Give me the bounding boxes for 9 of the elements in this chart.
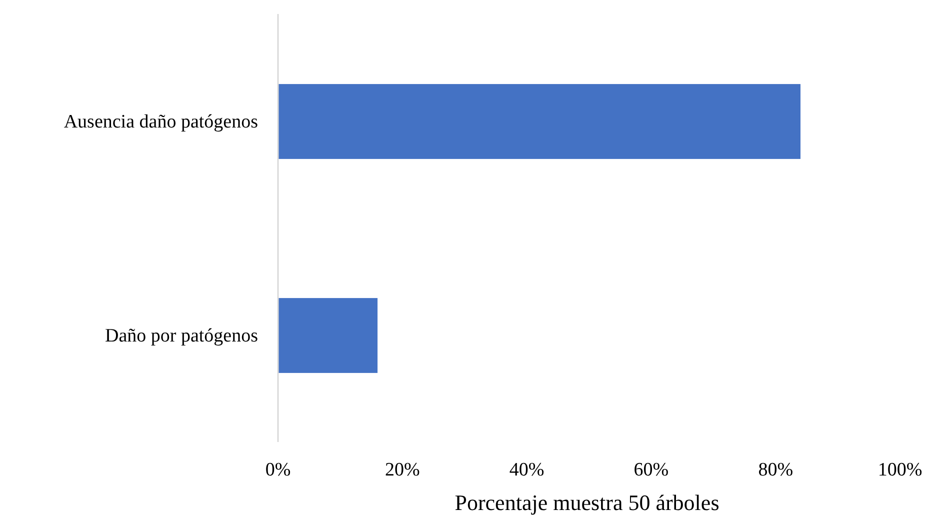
x-tick-label: 20%	[384, 459, 420, 480]
y-tick-label: Daño por patógenos	[104, 326, 258, 347]
x-tick-label: 60%	[634, 459, 669, 480]
x-axis-title: Porcentaje muestra 50 árboles	[454, 490, 720, 515]
x-tick-label: 40%	[509, 459, 544, 480]
x-tick-label: 0%	[265, 459, 291, 480]
x-tick-label: 100%	[878, 459, 922, 480]
x-tick-label: 80%	[758, 459, 794, 480]
y-tick-label: Ausencia daño patógenos	[64, 112, 258, 133]
